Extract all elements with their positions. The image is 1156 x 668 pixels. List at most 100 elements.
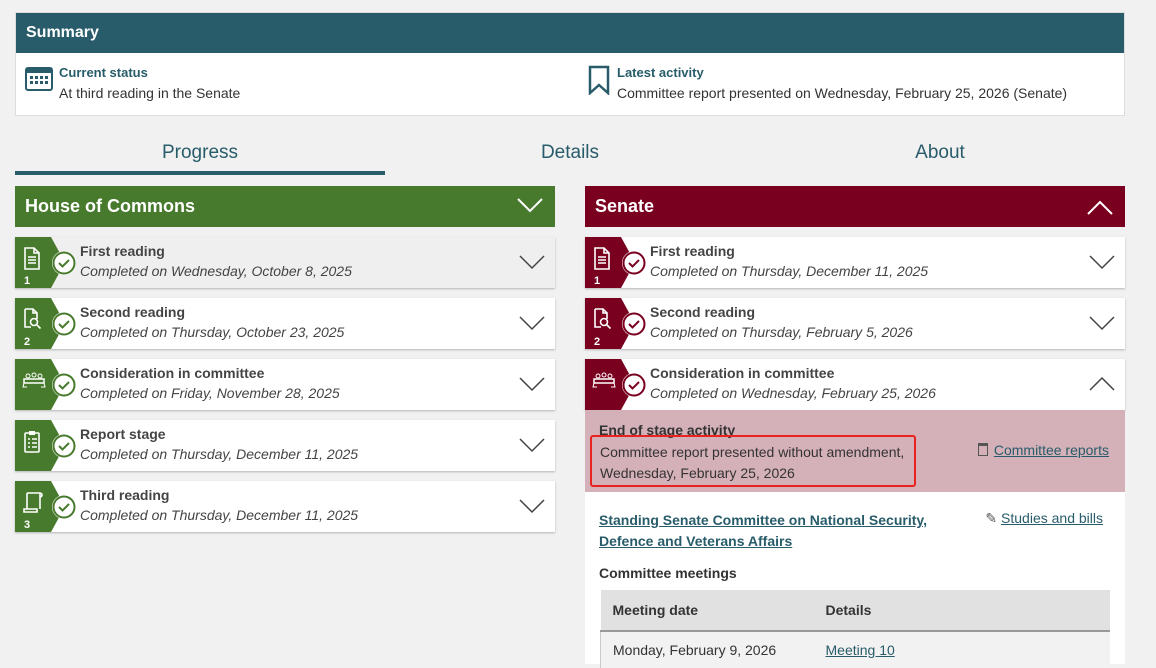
check-circle-icon [52,495,76,519]
calendar-icon [25,67,53,91]
chevron-up-icon[interactable] [1089,373,1115,395]
commons-title: House of Commons [25,196,196,216]
current-status: Current status At third reading in the Se… [25,65,240,101]
stage-first-reading[interactable]: 1 First reading Completed on Thursday, De… [585,237,1125,288]
stage-badge: 1 [585,237,635,288]
committee-stage-details: End of stage activity Committee report p… [585,410,1125,668]
document-icon [977,443,988,456]
stage-title: First reading [80,243,165,259]
document-icon [24,247,40,270]
senate-column: Senate 1 First reading Completed on Thurs… [585,186,1125,668]
chevron-down-icon[interactable] [1089,312,1115,334]
end-of-stage-text: Committee report presented without amend… [590,435,916,487]
check-circle-icon [622,312,646,336]
chevron-down-icon[interactable] [519,251,545,273]
committee-table-icon [22,372,46,388]
tab-bar: Progress Details About [15,140,1125,175]
studies-and-bills-link[interactable]: Studies and bills [1001,510,1103,526]
chevron-down-icon[interactable] [519,434,545,456]
chevron-down-icon[interactable] [519,312,545,334]
stage-title: Third reading [80,487,170,503]
current-status-value: At third reading in the Senate [59,85,241,101]
table-row: Monday, February 9, 2026 Meeting 10 [600,631,1110,668]
chevron-down-icon[interactable] [1089,251,1115,273]
committee-table-icon [592,372,616,388]
stage-consideration-in-committee[interactable]: Consideration in committee Completed on W… [585,359,1125,410]
stage-date: Completed on Thursday, October 23, 2025 [80,324,345,340]
stage-badge: 3 [15,481,65,532]
stage-second-reading[interactable]: 2 Second reading Completed on Thursday, F… [585,298,1125,349]
committee-name-link[interactable]: Standing Senate Committee on National Se… [599,512,928,549]
latest-activity-label: Latest activity [617,65,704,80]
tab-progress[interactable]: Progress [15,140,385,175]
stage-date: Completed on Thursday, December 11, 2025 [650,263,929,279]
stage-number: 1 [594,275,601,287]
stage-title: Second reading [80,304,186,320]
chevron-down-icon[interactable] [517,186,543,227]
document-search-icon [594,308,612,330]
document-search-icon [24,308,42,330]
meeting-link[interactable]: Meeting 10 [825,642,895,658]
chevron-down-icon[interactable] [519,373,545,395]
edit-icon: ✎ [985,510,998,526]
col-meeting-date: Meeting date [600,590,814,632]
tab-details[interactable]: Details [540,142,600,163]
committee-meetings-heading: Committee meetings [599,565,737,581]
col-details: Details [813,590,1110,632]
end-of-stage-line1: Committee report presented without amend… [600,444,905,460]
tab-about[interactable]: About [915,142,965,163]
meeting-date: Monday, February 9, 2026 [600,631,814,668]
senate-title: Senate [595,196,655,216]
stage-badge [585,359,635,410]
current-status-label: Current status [59,65,148,80]
end-of-stage-line2: Wednesday, February 25, 2026 [600,465,795,481]
stage-number: 2 [24,336,31,348]
stage-second-reading[interactable]: 2 Second reading Completed on Thursday, O… [15,298,555,349]
clipboard-icon [24,431,40,453]
stage-date: Completed on Wednesday, February 25, 202… [650,385,936,401]
chevron-up-icon[interactable] [1087,186,1113,227]
end-of-stage-activity: End of stage activity Committee report p… [585,410,1125,492]
latest-activity-value: Committee report presented on Wednesday,… [617,85,1068,101]
check-circle-icon [622,373,646,397]
stage-first-reading[interactable]: 1 First reading Completed on Wednesday, O… [15,237,555,288]
summary-panel: Summary Current status At third reading i… [15,12,1125,116]
stage-consideration-in-committee[interactable]: Consideration in committee Completed on F… [15,359,555,410]
stage-date: Completed on Thursday, February 5, 2026 [650,324,913,340]
check-circle-icon [52,251,76,275]
meetings-table: Meeting date Details Monday, February 9, … [600,590,1110,668]
stage-badge [15,420,65,471]
stage-badge [15,359,65,410]
stage-badge: 2 [585,298,635,349]
committee-reports-link[interactable]: Committee reports [993,442,1109,458]
end-of-stage-heading: End of stage activity [599,422,736,438]
chevron-down-icon[interactable] [519,495,545,517]
stage-title: Second reading [650,304,756,320]
committee-reports: Committee reports [977,442,1109,458]
stage-date: Completed on Thursday, December 11, 2025 [80,507,359,523]
scroll-icon [23,492,43,513]
bookmark-icon [588,65,610,95]
stage-number: 3 [24,519,31,531]
commons-header[interactable]: House of Commons [15,186,555,227]
stage-third-reading[interactable]: 3 Third reading Completed on Thursday, De… [15,481,555,532]
latest-activity: Latest activity Committee report presente… [587,65,1067,101]
stage-badge: 1 [15,237,65,288]
document-icon [594,247,610,270]
stage-badge: 2 [15,298,65,349]
check-circle-icon [52,312,76,336]
check-circle-icon [52,373,76,397]
stage-date: Completed on Friday, November 28, 2025 [80,385,340,401]
studies-and-bills: ✎ Studies and bills [985,510,1103,527]
stage-report-stage[interactable]: Report stage Completed on Thursday, Decem… [15,420,555,471]
stage-title: Report stage [80,426,166,442]
senate-header[interactable]: Senate [585,186,1125,227]
stage-number: 2 [594,336,601,348]
stage-date: Completed on Thursday, December 11, 2025 [80,446,359,462]
house-of-commons-column: House of Commons 1 First reading Complete… [15,186,555,532]
stage-title: First reading [650,243,735,259]
check-circle-icon [52,434,76,458]
stage-title: Consideration in committee [80,365,265,381]
check-circle-icon [622,251,646,275]
stage-title: Consideration in committee [650,365,835,381]
